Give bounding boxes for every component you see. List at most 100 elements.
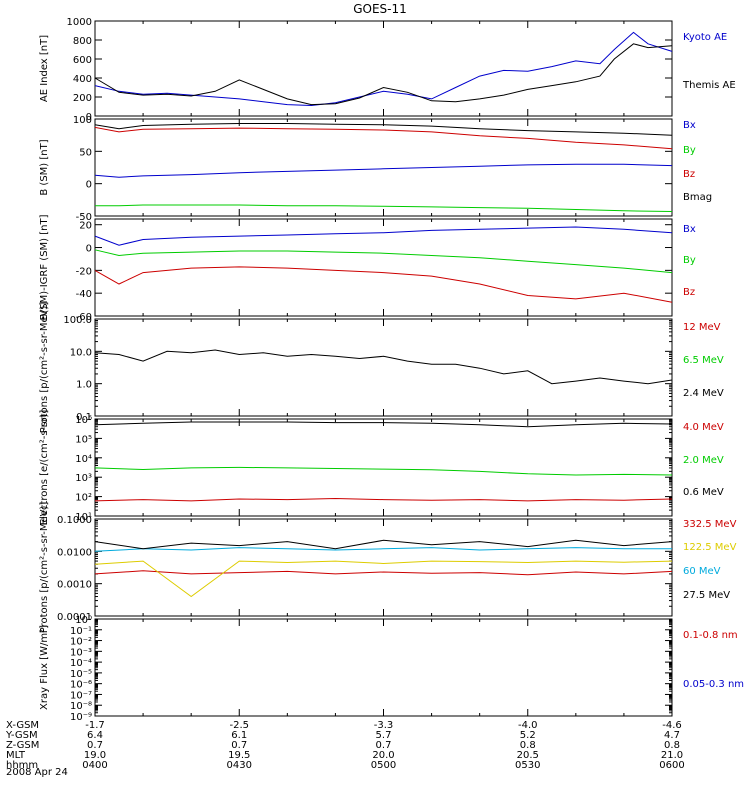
series-line: [94, 349, 673, 385]
orbit-value: -2.5: [229, 720, 249, 731]
y-axis-label: B (SM) [nT]: [39, 139, 50, 195]
orbit-value: 19.5: [228, 750, 250, 761]
y-tick-label: 10.0: [70, 347, 92, 358]
panel-frame: [94, 518, 673, 617]
y-tick-label: 10⁻²: [70, 637, 92, 648]
panel-frame: [94, 418, 673, 517]
y-tick-label: 10⁻⁶: [70, 680, 92, 691]
orbit-row-label: MLT: [6, 750, 26, 761]
orbit-value: -1.7: [85, 720, 105, 731]
series-line: [94, 421, 673, 428]
y-tick-label: 0: [86, 112, 92, 123]
legend-entry: By: [683, 255, 696, 266]
orbit-row-label: X-GSM: [6, 720, 39, 731]
date-label: 2008 Apr 24: [6, 767, 68, 778]
legend-entry: By: [683, 145, 696, 156]
y-tick-label: 1000: [67, 17, 92, 28]
orbit-value: 20.0: [372, 750, 394, 761]
panel-frame: [94, 318, 673, 417]
legend-entry: 2.4 MeV: [683, 388, 724, 399]
orbit-value: 0.8: [520, 740, 536, 751]
y-tick-label: 0: [86, 180, 92, 191]
y-tick-label: 0.0001: [57, 612, 92, 623]
series-line: [94, 560, 673, 598]
legend-entry: 6.5 MeV: [683, 355, 724, 366]
y-tick-label: 10⁴: [75, 454, 92, 465]
y-tick-label: 10³: [75, 473, 92, 484]
panel-frame: [94, 20, 673, 117]
orbit-value: 4.7: [664, 730, 680, 741]
orbit-value: 21.0: [661, 750, 683, 761]
legend-entry: Bx: [683, 224, 696, 235]
panel-b_sm: -50 0 50 100 B (SM) [nT] Bx By Bz Bmag: [39, 115, 712, 223]
series-line: [94, 226, 673, 246]
y-tick-label: 10⁻⁷: [70, 690, 92, 701]
legend-entry: Bz: [683, 287, 695, 298]
legend-entry: 27.5 MeV: [683, 590, 730, 601]
legend-entry: 2.0 MeV: [683, 455, 724, 466]
series-line: [94, 249, 673, 274]
orbit-value: -4.6: [662, 720, 682, 731]
series-line: [94, 266, 673, 303]
y-axis-label: Xray Flux [W/m²]: [39, 625, 50, 710]
y-tick-label: 10⁶: [75, 415, 92, 426]
orbit-value: 0.7: [87, 740, 103, 751]
y-tick-label: -20: [76, 266, 92, 277]
y-tick-label: 400: [73, 74, 92, 85]
legend-entry: Bx: [683, 120, 696, 131]
y-tick-label: 10⁻¹: [70, 626, 92, 637]
y-axis-label: B(SM)-IGRF (SM) [nT]: [39, 214, 50, 320]
orbit-value: 0530: [515, 760, 540, 771]
orbit-value: -3.3: [374, 720, 394, 731]
panel-frame: [94, 618, 673, 717]
y-tick-label: 10⁻⁴: [70, 658, 92, 669]
y-tick-label: 10⁰: [75, 615, 92, 626]
legend-entry: 60 MeV: [683, 566, 721, 577]
figure-title: GOES-11: [353, 2, 407, 16]
y-axis-label: Electrons [e/(cm²-s-sr)]: [39, 410, 50, 526]
legend-entry: 0.05-0.3 nm: [683, 679, 744, 690]
series-line: [95, 204, 673, 212]
y-tick-label: 100.0: [63, 315, 92, 326]
y-tick-label: 10⁵: [75, 434, 92, 445]
orbit-value: 19.0: [84, 750, 106, 761]
orbit-table: X-GSM -1.7 -2.5 -3.3 -4.0 -4.6 Y-GSM 6.4 6.1 5.7 5…: [5, 720, 685, 771]
series-line: [94, 497, 673, 502]
y-tick-label: 0: [86, 244, 92, 255]
y-tick-label: 600: [73, 55, 92, 66]
series-line: [94, 163, 673, 178]
legend-entry: 332.5 MeV: [683, 519, 737, 530]
y-tick-label: 20: [79, 221, 92, 232]
orbit-row-label: Y-GSM: [5, 730, 38, 741]
y-tick-label: 10⁻⁹: [70, 712, 92, 723]
series-line: [94, 539, 673, 550]
y-tick-label: 50: [79, 147, 92, 158]
orbit-value: 0600: [659, 760, 684, 771]
y-tick-label: 1.0: [76, 380, 92, 391]
y-tick-label: -60: [76, 312, 92, 323]
legend-entry: 0.6 MeV: [683, 487, 724, 498]
panel-frame: [94, 118, 673, 217]
orbit-value: -4.0: [518, 720, 538, 731]
orbit-value: 0400: [82, 760, 107, 771]
series-line: [94, 547, 672, 552]
series-line: [94, 570, 673, 576]
series-line: [94, 466, 673, 476]
y-axis-label: Protons [p/(cm²-s-sr-MeV)]: [39, 302, 50, 434]
orbit-value: 0500: [371, 760, 396, 771]
orbit-value: 0.7: [376, 740, 392, 751]
orbit-value: 6.1: [231, 730, 247, 741]
panel-frame: [94, 218, 673, 317]
y-tick-label: 200: [73, 93, 92, 104]
y-tick-label: 0.1: [76, 412, 92, 423]
legend-entry: 12 MeV: [683, 322, 721, 333]
legend-entry: Kyoto AE: [683, 32, 727, 43]
series-line: [94, 31, 673, 107]
orbit-value: 0430: [227, 760, 252, 771]
y-tick-label: 0.1000: [57, 515, 92, 526]
y-tick-label: -40: [76, 289, 92, 300]
y-tick-label: 100: [73, 115, 92, 126]
